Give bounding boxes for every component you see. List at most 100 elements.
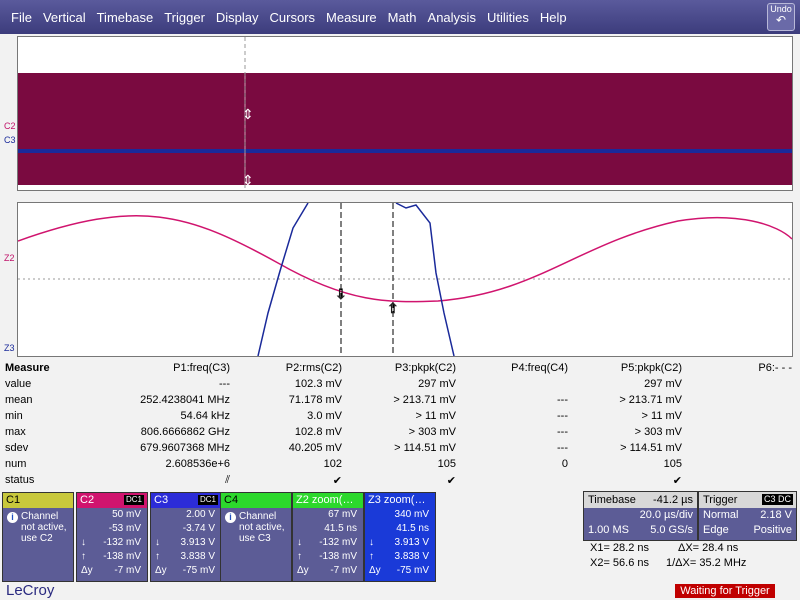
measure-cell: 105 — [437, 458, 456, 470]
trigger-type-row: Edge Positive — [699, 523, 796, 538]
cursor-down-icon: ↓ — [297, 537, 302, 548]
channel-c2-name: C2 — [80, 494, 95, 506]
zoom-z2-line: Δy -7 mV — [293, 564, 363, 578]
measure-cell: > 213.71 mV — [393, 394, 456, 406]
timebase-box[interactable]: Timebase -41.2 µs 20.0 µs/div 1.00 MS 5.… — [583, 491, 698, 541]
channel-c3-cursor1: 3.913 V — [180, 537, 215, 548]
trigger-tags: C3 DC — [761, 494, 793, 505]
measure-cell: 806.6666862 GHz — [140, 426, 230, 438]
channel-c2-cursor2: -138 mV — [103, 551, 141, 562]
undo-icon: ↶ — [775, 13, 787, 27]
zoom-z2-cursor1: -132 mV — [319, 537, 357, 548]
menu-utilities[interactable]: Utilities — [486, 9, 529, 25]
measure-cell: > 303 mV — [634, 426, 682, 438]
channel-c3-tag: DC1 — [197, 495, 218, 505]
zoom-z2-box[interactable]: Z2 zoom(… 67 mV 41.5 ns ↓ -132 mV ↑ -138 m… — [292, 492, 364, 582]
channel-c2-line: 50 mV — [77, 508, 147, 522]
measure-cell: 679.9607368 MHz — [140, 442, 230, 454]
measure-row-sdev: sdev 679.9607368 MHz 40.205 mV > 114.51 … — [0, 442, 800, 458]
trigger-box[interactable]: Trigger C3 DC Normal 2.18 V Edge Positiv… — [698, 491, 797, 541]
measure-row-label: mean — [5, 394, 33, 406]
check-icon: ✔ — [672, 475, 682, 487]
cursor-down-icon: ↓ — [81, 537, 86, 548]
trigger-type: Edge — [703, 524, 729, 536]
measure-row-label: min — [5, 410, 23, 422]
menu-analysis[interactable]: Analysis — [427, 9, 476, 25]
zoom-z2-line: ↑ -138 mV — [293, 550, 363, 564]
zoom-z3-cursor1: 3.913 V — [394, 537, 429, 548]
timebase-rate-row: 1.00 MS 5.0 GS/s — [584, 523, 697, 538]
measure-cell: 3.0 mV — [307, 410, 342, 422]
cursor-down-icon: ↓ — [369, 537, 374, 548]
menu-display[interactable]: Display — [215, 9, 259, 25]
channel-c3-offset: -3.74 V — [182, 523, 215, 534]
measure-cell: > 11 mV — [415, 410, 456, 422]
channel-c2-cursor1: -132 mV — [103, 537, 141, 548]
measure-header-p3[interactable]: P3:pkpk(C2) — [394, 362, 456, 374]
channel-c3-line: 2.00 V — [151, 508, 221, 522]
menu-measure[interactable]: Measure — [326, 9, 377, 25]
measure-row-mean: mean 252.4238041 MHz 71.178 mV > 213.71 … — [0, 394, 800, 410]
timebase-rate: 5.0 GS/s — [650, 524, 693, 536]
timebase-offset: -41.2 µs — [653, 494, 693, 506]
measure-row-label: value — [5, 378, 32, 390]
menu-cursors[interactable]: Cursors — [269, 9, 316, 25]
z3-label: Z3 — [4, 343, 15, 353]
menu-math[interactable]: Math — [387, 9, 417, 25]
measure-cell: 297 mV — [644, 378, 682, 390]
zoom-waveform-grid[interactable]: ⇩ ⇧ Z2 Z3 — [4, 202, 793, 357]
zoom-z3-cursor2: 3.838 V — [394, 551, 429, 562]
channel-c3-box[interactable]: C3 DC1 2.00 V -3.74 V ↓ 3.913 V ↑ 3.838 V … — [150, 492, 222, 582]
measure-cell: > 114.51 mV — [394, 442, 456, 454]
measure-row-max: max 806.6666862 GHz 102.8 mV > 303 mV --… — [0, 426, 800, 442]
menu-timebase[interactable]: Timebase — [96, 9, 154, 25]
cursor-up-icon: ↑ — [155, 551, 160, 562]
measure-title[interactable]: Measure — [5, 362, 50, 374]
channel-c1-note-text: Channel not active, use C2 — [21, 511, 67, 544]
channel-c2-line: ↑ -138 mV — [77, 550, 147, 564]
zoom-z3-box[interactable]: Z3 zoom(… 340 mV 41.5 ns ↓ 3.913 V ↑ 3.838… — [364, 492, 436, 582]
measure-header-p5[interactable]: P5:pkpk(C2) — [620, 362, 682, 374]
info-icon: i — [7, 512, 18, 523]
channel-c2-line: -53 mV — [77, 522, 147, 536]
trigger-mode: Normal — [703, 509, 739, 521]
measure-header-p4[interactable]: P4:freq(C4) — [511, 362, 568, 374]
trigger-status: Waiting for Trigger — [675, 584, 775, 598]
channel-c3-line: Δy -75 mV — [151, 564, 221, 578]
menu-vertical[interactable]: Vertical — [42, 9, 86, 25]
channel-c4-box[interactable]: C4 i Channel not active, use C3 — [220, 492, 292, 582]
measure-header-p1[interactable]: P1:freq(C3) — [173, 362, 230, 374]
delta-y-icon: Δy — [369, 565, 381, 576]
measure-header-p6[interactable]: P6:- - - — [758, 362, 792, 374]
channel-c1-box[interactable]: C1 i Channel not active, use C2 — [2, 492, 74, 582]
channel-c4-note-text: Channel not active, use C3 — [239, 511, 285, 544]
menu-file[interactable]: File — [11, 9, 32, 25]
cursor-up-icon: ↑ — [81, 551, 86, 562]
measure-cell: 54.64 kHz — [180, 410, 230, 422]
menu-trigger[interactable]: Trigger — [164, 9, 205, 25]
zoom-z3-delta: -75 mV — [396, 565, 429, 576]
measure-cell: > 303 mV — [408, 426, 456, 438]
measure-row-value: value --- 102.3 mV 297 mV 297 mV — [0, 378, 800, 394]
timebase-label: Timebase — [588, 494, 636, 506]
main-waveform-svg: ⇕ ⇕ — [18, 37, 792, 190]
measure-cell: 40.205 mV — [288, 442, 342, 454]
channel-c2-delta: -7 mV — [114, 565, 141, 576]
zoom-z3-line: ↓ 3.913 V — [365, 536, 435, 550]
z2-label: Z2 — [4, 253, 15, 263]
channel-c3-line: ↑ 3.838 V — [151, 550, 221, 564]
channel-c2-box[interactable]: C2 DC1 50 mV -53 mV ↓ -132 mV ↑ -138 mV Δy… — [76, 492, 148, 582]
measure-cell: --- — [557, 394, 568, 406]
menu-help[interactable]: Help — [539, 9, 567, 25]
measure-cell: 105 — [663, 458, 682, 470]
main-waveform-grid[interactable]: ⇕ ⇕ C2 C3 — [4, 36, 793, 191]
zoom-z3-line: 340 mV — [365, 508, 435, 522]
undo-label: Undo — [770, 4, 792, 14]
undo-button[interactable]: Undo ↶ — [767, 3, 795, 31]
channel-c3-name: C3 — [154, 494, 169, 506]
measure-cell: 0 — [561, 458, 568, 470]
measure-header-p2[interactable]: P2:rms(C2) — [285, 362, 342, 374]
cursor-x2-readout: X2= 56.6 ns — [590, 557, 650, 569]
zoom-z2-line: 67 mV — [293, 508, 363, 522]
status-icon: ⫽ — [225, 474, 230, 486]
